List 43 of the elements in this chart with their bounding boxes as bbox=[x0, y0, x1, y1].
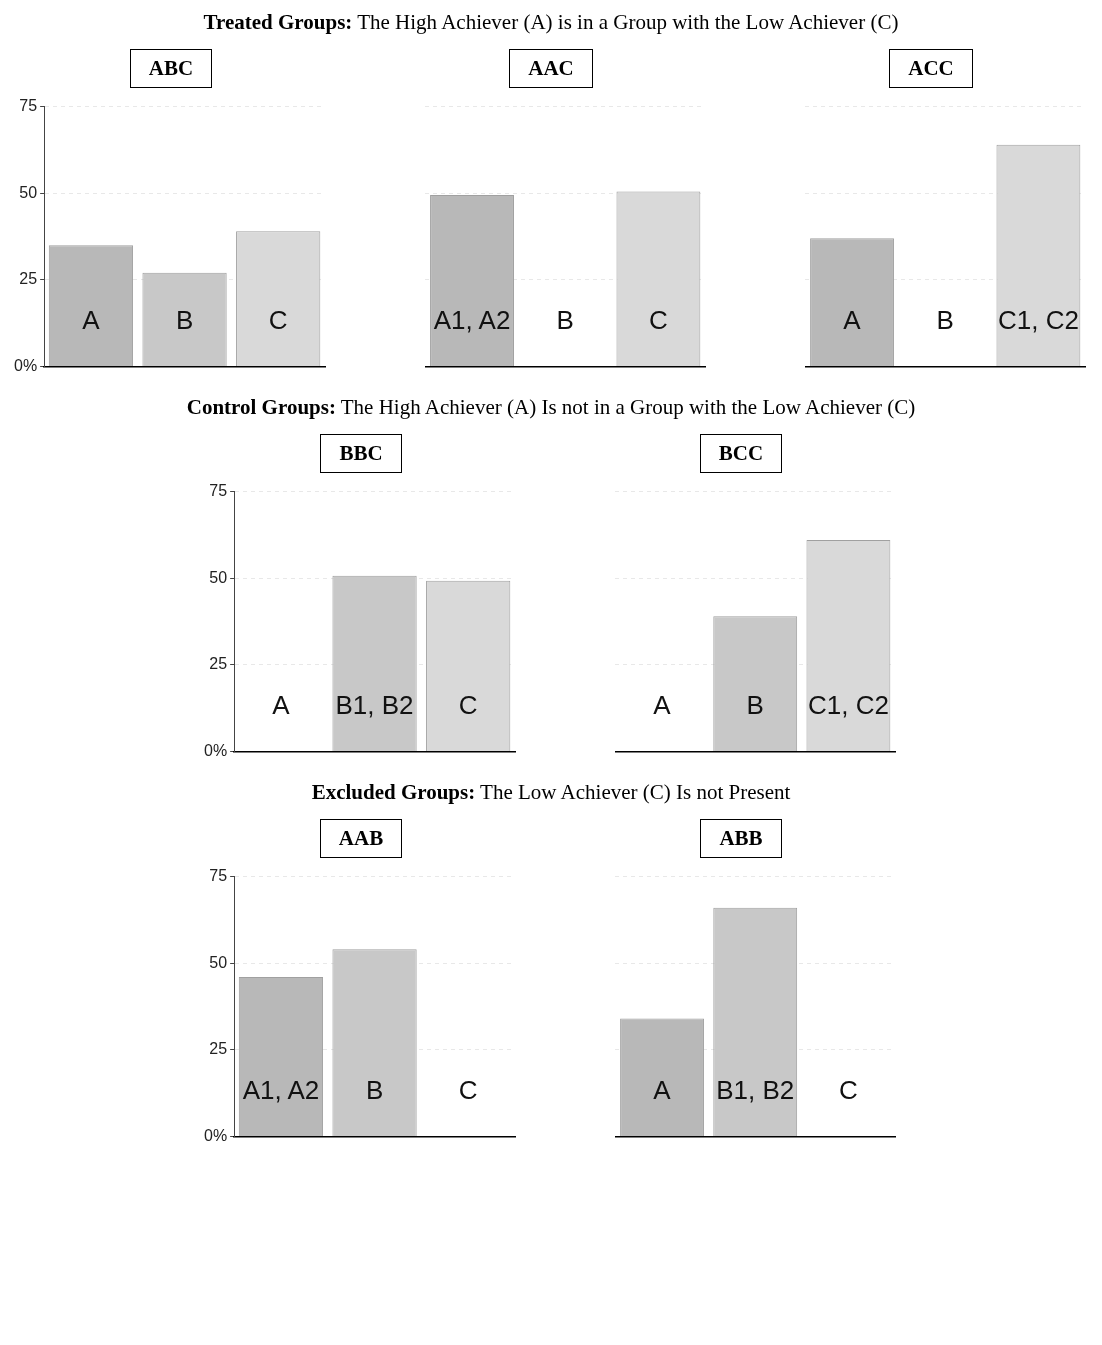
chart-title: AAB bbox=[319, 819, 403, 858]
x-tick-label: A bbox=[82, 304, 101, 335]
chart-title: BBC bbox=[320, 434, 402, 473]
y-tick-label: 25 bbox=[19, 270, 38, 288]
y-tick-label: 75 bbox=[209, 867, 228, 885]
chart-title: ACC bbox=[889, 49, 973, 88]
text: Control Groups: The High Achiever (A) Is not in a Group with the Low Achiever (C) bbox=[185, 395, 917, 420]
chart-title: BCC bbox=[699, 434, 783, 473]
y-tick-label: 75 bbox=[209, 482, 228, 500]
x-tick-label: C bbox=[839, 1074, 858, 1105]
text: Treated Groups: The High Achiever (A) is in a Group with the Low Achiever (C) bbox=[202, 10, 900, 35]
x-tick-label: B1, B2 bbox=[716, 1074, 795, 1105]
x-tick-label: B bbox=[746, 689, 764, 720]
x-tick-label: C1, C2 bbox=[807, 689, 889, 720]
x-tick-label: A1, A2 bbox=[433, 304, 511, 335]
y-tick-label: 50 bbox=[209, 953, 228, 971]
x-tick-label: B1, B2 bbox=[335, 689, 414, 720]
x-tick-label: A bbox=[653, 1074, 672, 1105]
text: Excluded Groups: The Low Achiever (C) Is not Present bbox=[310, 780, 792, 805]
x-tick-label: B bbox=[175, 304, 194, 335]
x-tick-label: A1, A2 bbox=[242, 1074, 320, 1105]
y-tick-label: 25 bbox=[209, 655, 228, 673]
x-tick-label: A bbox=[272, 689, 291, 720]
y-tick-label: 0% bbox=[204, 1126, 228, 1144]
x-tick-label: C1, C2 bbox=[997, 304, 1079, 335]
x-tick-label: B bbox=[556, 304, 574, 335]
y-tick-label: 25 bbox=[209, 1040, 228, 1058]
x-tick-label: B bbox=[936, 304, 954, 335]
x-tick-label: C bbox=[649, 304, 668, 335]
chart-title: ABB bbox=[700, 819, 782, 858]
x-tick-label: A bbox=[843, 304, 862, 335]
y-tick-label: 50 bbox=[19, 183, 38, 201]
y-tick-label: 50 bbox=[209, 568, 228, 586]
x-tick-label: A bbox=[653, 689, 672, 720]
y-tick-label: 0% bbox=[14, 356, 38, 374]
chart-title: ABC bbox=[129, 49, 213, 88]
y-tick-label: 75 bbox=[19, 97, 38, 115]
x-tick-label: B bbox=[365, 1074, 384, 1105]
x-tick-label: C bbox=[458, 1074, 478, 1105]
x-tick-label: C bbox=[458, 689, 478, 720]
x-tick-label: C bbox=[268, 304, 288, 335]
chart-title: AAC bbox=[509, 49, 593, 88]
y-tick-label: 0% bbox=[204, 741, 228, 759]
